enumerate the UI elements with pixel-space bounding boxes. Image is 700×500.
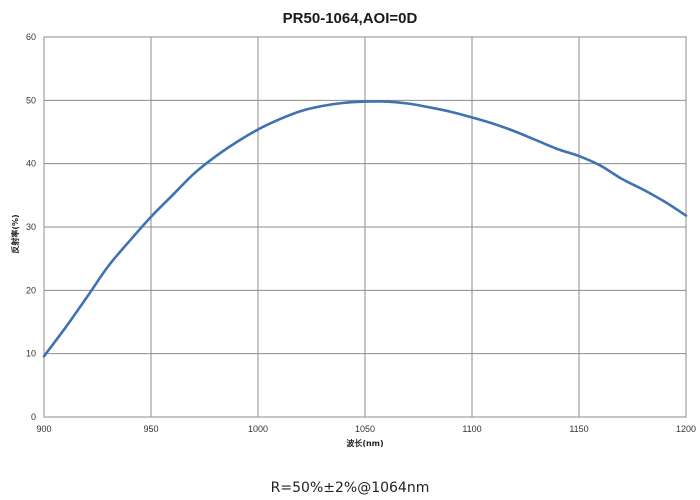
chart-title: PR50-1064,AOI=0D [283,10,418,27]
y-tick-label: 40 [26,159,36,169]
x-tick-label: 1100 [462,424,481,434]
y-tick-label: 10 [26,349,36,359]
y-tick-label: 0 [31,412,36,422]
x-tick-label: 1000 [248,424,268,434]
y-tick-label: 20 [26,285,36,295]
x-tick-label: 1050 [355,424,375,434]
x-tick-label: 950 [143,424,158,434]
x-tick-label: 1200 [676,424,696,434]
plot-area-frame [43,36,687,418]
spec-caption: R=50%±2%@1064nm [270,480,430,496]
y-tick-label: 30 [26,222,36,232]
x-tick-label: 1150 [569,424,588,434]
y-axis-ticks: 0 10 20 30 40 50 60 [26,32,36,422]
x-axis-label: 波长(nm) [346,438,383,448]
reflectance-series-line [42,100,688,358]
x-axis-ticks: 900 950 1000 1050 1100 1150 1200 [36,424,696,434]
x-tick-label: 900 [36,424,51,434]
y-tick-label: 60 [26,32,36,42]
y-axis-label: 反射率(%) [10,214,20,253]
y-tick-label: 50 [26,95,36,105]
